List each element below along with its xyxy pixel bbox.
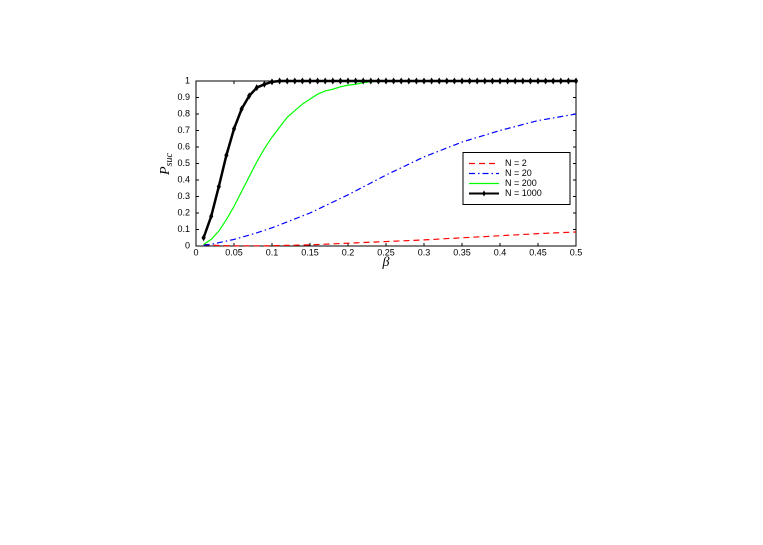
x-tick-label: 0.15 <box>301 247 319 257</box>
marker <box>399 77 404 85</box>
x-tick-label: 0.1 <box>266 247 279 257</box>
x-axis-label: β <box>382 255 390 270</box>
marker <box>573 77 579 85</box>
y-tick-label: 0.9 <box>177 92 190 102</box>
marker <box>247 92 252 100</box>
marker <box>505 77 510 85</box>
marker <box>285 77 290 85</box>
y-label-p: P <box>158 166 173 176</box>
marker <box>224 151 229 159</box>
marker <box>437 77 442 85</box>
marker <box>231 125 237 133</box>
x-tick-label: 0 <box>193 247 198 257</box>
x-tick-label: 0.25 <box>377 247 395 257</box>
x-tick-label: 0.35 <box>453 247 471 257</box>
marker <box>467 77 472 85</box>
marker <box>330 77 335 85</box>
marker <box>254 84 259 92</box>
marker <box>391 77 396 85</box>
marker <box>475 77 480 85</box>
marker <box>535 77 541 85</box>
marker <box>292 77 297 85</box>
marker <box>323 77 328 85</box>
x-tick-label: 0.2 <box>342 247 355 257</box>
y-tick-label: 0.2 <box>177 207 190 217</box>
y-tick-label: 0.6 <box>177 141 190 151</box>
x-tick-label: 0.45 <box>529 247 547 257</box>
marker <box>383 77 389 85</box>
x-tick-label: 0.05 <box>225 247 243 257</box>
marker <box>239 105 244 113</box>
marker <box>361 77 366 85</box>
legend-label: N = 1000 <box>505 188 542 198</box>
marker <box>558 77 563 85</box>
y-tick-label: 0.3 <box>177 191 190 201</box>
marker <box>277 77 282 85</box>
marker <box>429 77 434 85</box>
marker <box>482 77 487 85</box>
marker <box>490 77 495 85</box>
marker <box>528 77 533 85</box>
marker <box>345 77 351 85</box>
y-tick-label: 0.1 <box>177 224 190 234</box>
marker <box>368 77 373 85</box>
y-tick-label: 0.4 <box>177 174 190 184</box>
marker <box>300 77 305 85</box>
y-tick-label: 0.8 <box>177 108 190 118</box>
marker <box>201 234 206 242</box>
marker <box>497 77 503 85</box>
marker <box>414 77 419 85</box>
marker <box>209 212 214 220</box>
legend-label: N = 20 <box>505 168 532 178</box>
series-line <box>203 231 577 247</box>
marker <box>421 77 427 85</box>
marker <box>551 77 556 85</box>
marker <box>543 77 548 85</box>
y-tick-label: 0.5 <box>177 158 190 168</box>
marker <box>262 80 267 88</box>
legend-box <box>462 152 571 205</box>
marker <box>376 77 381 85</box>
marker <box>520 77 525 85</box>
marker <box>459 77 465 85</box>
y-axis-label: Psuc <box>158 152 175 175</box>
marker <box>444 77 449 85</box>
marker <box>566 77 571 85</box>
x-tick-label: 0.3 <box>418 247 431 257</box>
x-tick-label: 0.5 <box>570 247 583 257</box>
y-tick-label: 1 <box>185 75 190 85</box>
marker <box>513 77 518 85</box>
marker <box>315 77 320 85</box>
y-tick-label: 0 <box>185 240 190 250</box>
series-line <box>203 113 577 246</box>
marker <box>452 77 457 85</box>
legend-label: N = 2 <box>505 158 527 168</box>
marker <box>307 77 313 85</box>
marker <box>269 78 275 86</box>
x-tick-label: 0.4 <box>494 247 507 257</box>
marker <box>353 77 358 85</box>
y-label-sub: suc <box>164 152 175 166</box>
legend-marker <box>482 190 486 197</box>
marker <box>338 77 343 85</box>
y-tick-label: 0.7 <box>177 125 190 135</box>
marker <box>406 77 411 85</box>
y-axis-label-main: Psuc <box>158 152 175 175</box>
legend-label: N = 200 <box>505 178 537 188</box>
marker <box>216 183 221 191</box>
